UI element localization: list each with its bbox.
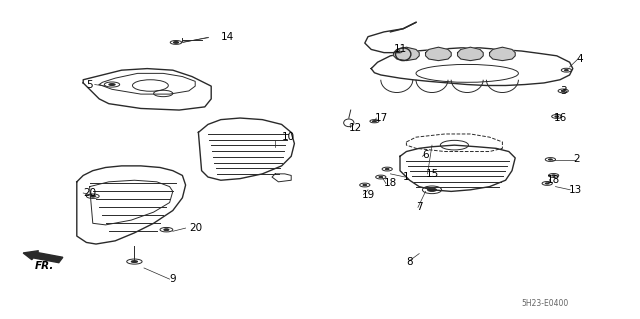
Polygon shape: [77, 166, 186, 244]
Ellipse shape: [428, 188, 436, 191]
Text: 19: 19: [362, 189, 375, 200]
Text: 20: 20: [189, 223, 202, 233]
Ellipse shape: [385, 168, 389, 170]
Ellipse shape: [552, 175, 556, 176]
Text: FR.: FR.: [35, 261, 54, 271]
Ellipse shape: [173, 41, 179, 43]
Polygon shape: [458, 47, 483, 61]
Polygon shape: [198, 118, 294, 180]
Ellipse shape: [131, 261, 138, 263]
Ellipse shape: [90, 195, 95, 197]
Ellipse shape: [545, 183, 549, 184]
Text: 2: 2: [573, 154, 579, 165]
Ellipse shape: [564, 70, 568, 71]
Text: 5: 5: [86, 79, 93, 90]
Text: 20: 20: [83, 188, 97, 198]
Ellipse shape: [548, 159, 552, 160]
Text: 17: 17: [374, 113, 388, 123]
Ellipse shape: [109, 84, 115, 85]
Ellipse shape: [561, 90, 565, 92]
Text: 13: 13: [568, 185, 582, 195]
Text: 11: 11: [394, 44, 407, 55]
Text: 1: 1: [403, 172, 410, 182]
Text: 18: 18: [547, 175, 561, 185]
Ellipse shape: [372, 121, 376, 122]
Polygon shape: [371, 48, 573, 85]
Text: 7: 7: [416, 202, 422, 212]
Text: 3: 3: [560, 86, 566, 96]
Polygon shape: [394, 47, 419, 61]
Text: 4: 4: [576, 54, 582, 64]
Text: 5H23-E0400: 5H23-E0400: [522, 299, 569, 308]
Text: 18: 18: [384, 178, 397, 189]
FancyArrow shape: [23, 251, 63, 263]
Text: 14: 14: [221, 32, 234, 42]
Ellipse shape: [555, 116, 559, 117]
Text: 15: 15: [426, 169, 439, 179]
Text: 16: 16: [554, 113, 567, 123]
Ellipse shape: [363, 184, 367, 186]
Polygon shape: [490, 47, 515, 61]
Text: 6: 6: [422, 150, 429, 160]
Ellipse shape: [379, 176, 383, 178]
Text: 9: 9: [170, 274, 176, 284]
Polygon shape: [83, 69, 211, 110]
Polygon shape: [426, 47, 451, 61]
Polygon shape: [400, 145, 515, 191]
Ellipse shape: [164, 229, 169, 231]
Text: 12: 12: [349, 122, 362, 133]
Text: 8: 8: [406, 256, 413, 267]
Text: 10: 10: [282, 132, 295, 142]
